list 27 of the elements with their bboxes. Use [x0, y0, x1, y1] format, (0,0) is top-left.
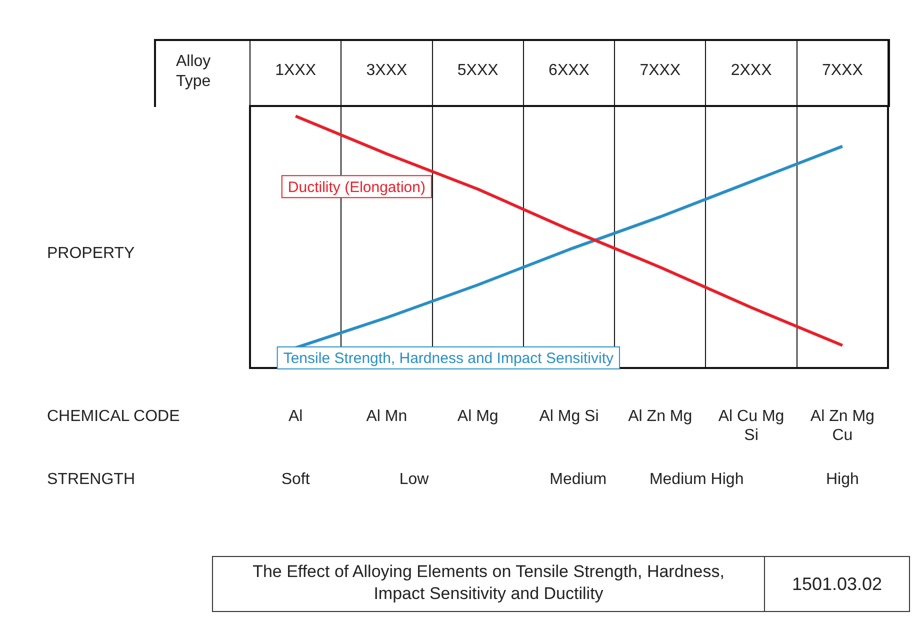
- text: 1501.03.02: [790, 573, 884, 596]
- text: CHEMICAL CODE: [47, 407, 180, 426]
- x-tick-label: 6XXX: [548, 62, 590, 79]
- text: PROPERTY: [47, 244, 135, 263]
- series-label: Ductility (Elongation): [288, 178, 426, 196]
- text: Al: [287, 407, 304, 426]
- x-axis-title: Alloy Type: [176, 52, 212, 92]
- x-tick-label: 7XXX: [822, 62, 864, 79]
- x-tick-label: 5XXX: [457, 62, 499, 79]
- x-tick-label: 1XXX: [275, 62, 316, 79]
- text: Al Zn Mg Cu: [809, 407, 876, 445]
- text: The Effect of Alloying Elements on Tensile Strength, Hardness, Impact Sensitivity and Ductility: [213, 557, 765, 611]
- text: Al Mg Si: [538, 407, 600, 426]
- x-tick-label: 3XXX: [366, 62, 408, 79]
- text: Medium High: [648, 470, 745, 489]
- text: High: [824, 470, 860, 489]
- text: STRENGTH: [47, 470, 135, 489]
- text: Soft: [280, 470, 311, 489]
- text: Al Zn Mg: [627, 407, 694, 426]
- text: Al Mn: [365, 407, 408, 426]
- text: Medium: [548, 470, 608, 489]
- x-tick-label: 7XXX: [640, 62, 681, 79]
- series-label: Tensile Strength, Hardness and Impact Sensitivity: [283, 350, 614, 368]
- x-tick-label: 2XXX: [730, 62, 772, 79]
- text: Al Mg: [456, 407, 500, 426]
- text: Low: [398, 470, 430, 489]
- text: Al Cu Mg Si: [717, 407, 786, 445]
